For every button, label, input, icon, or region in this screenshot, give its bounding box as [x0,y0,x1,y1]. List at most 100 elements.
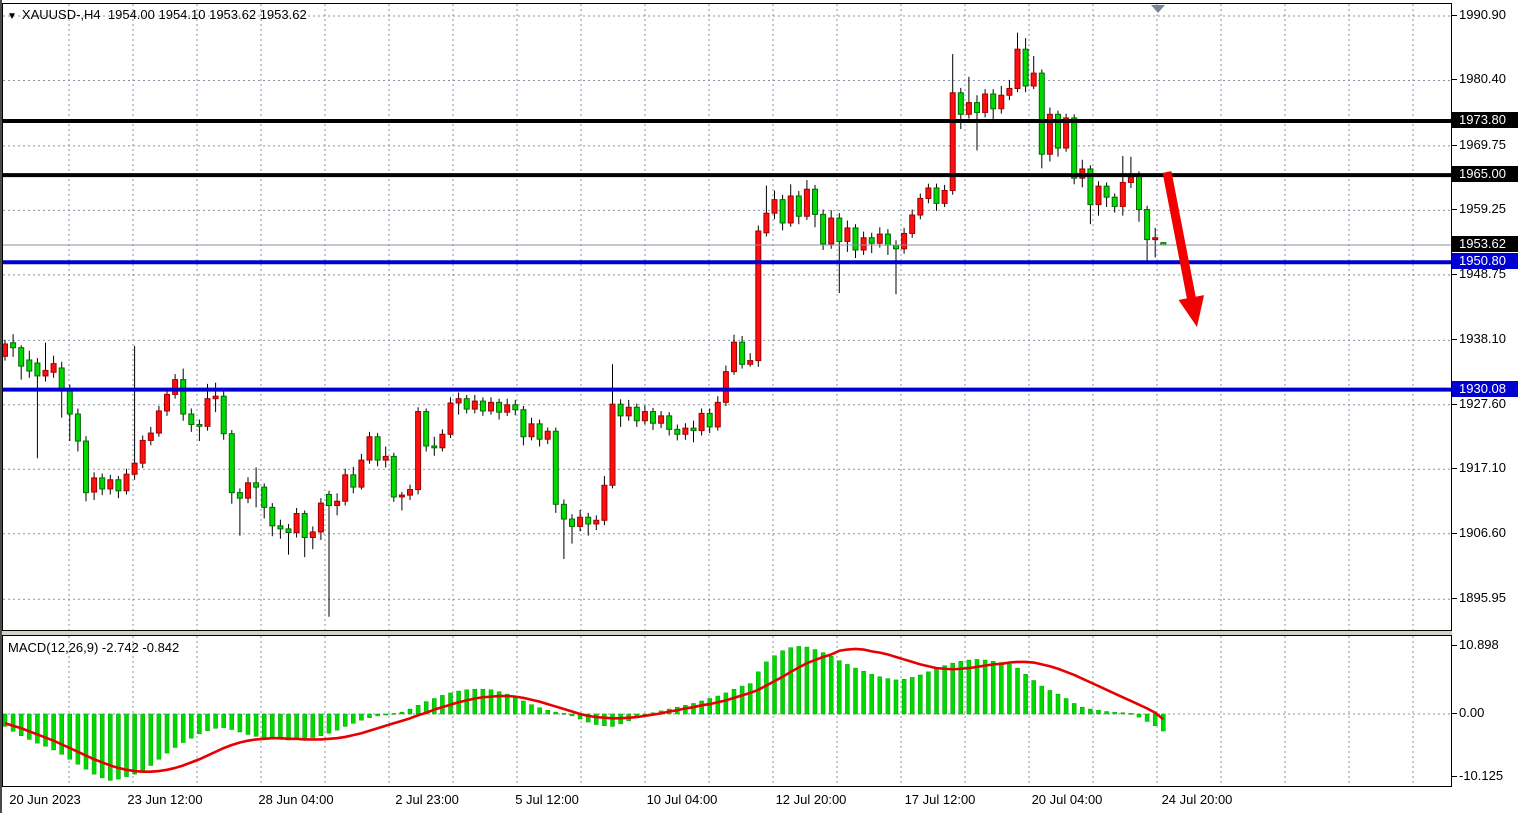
macd-histogram-bar [189,713,194,739]
bear-candle-body [974,102,980,113]
bull-candle-body [917,197,924,216]
bear-candle-body [512,404,519,411]
bull-candle-body [698,412,705,432]
bear-candle-body [1103,185,1110,198]
macd-histogram-bar [407,708,413,715]
bull-candle-body [528,423,535,438]
macd-histogram-bar [67,713,73,760]
axis-tick-mark [1452,775,1457,777]
bear-candle-body [617,403,624,417]
bear-candle-body [374,436,381,461]
macd-histogram-bar [1039,685,1045,715]
macd-histogram-bar [1112,711,1117,715]
macd-histogram-bar [342,713,348,727]
bull-candle-body [763,212,770,234]
macd-histogram-bar [432,698,437,715]
price-tick-label: 1990.90 [1459,7,1506,22]
macd-histogram-bar [1080,706,1085,715]
bull-candle-body [91,477,98,493]
time-tick-label: 17 Jul 12:00 [904,792,976,807]
bull-candle-body [755,230,762,362]
bull-candle-body [1006,87,1013,96]
time-tick-label: 23 Jun 12:00 [127,792,203,807]
candlestick-chart[interactable] [3,4,1451,630]
bear-candle-body [1111,196,1118,207]
bear-candle-body [10,342,17,349]
macd-histogram-bar [245,713,251,735]
macd-chart[interactable] [3,636,1451,786]
price-tick-label: 1927.60 [1459,395,1506,411]
price-tick-label: 1917.10 [1459,460,1506,476]
macd-histogram-bar [43,713,48,747]
macd-histogram-bar [820,652,826,715]
bear-candle-body [1022,48,1029,87]
macd-histogram-bar [440,695,445,715]
bull-candle-body [415,411,422,491]
macd-histogram-bar [351,713,356,724]
bull-candle-body [1127,175,1134,183]
chart-shift-marker-icon[interactable] [1151,5,1165,13]
bear-candle-body [585,516,592,525]
bull-candle-body [925,187,932,199]
price-chart-pane[interactable] [2,3,1452,631]
macd-histogram-bar [1161,713,1166,732]
macd-histogram-bar [707,698,712,715]
axis-tick-mark [1452,645,1457,647]
macd-indicator-pane[interactable] [2,635,1452,787]
axis-tick-mark [1452,79,1457,81]
macd-histogram-bar [918,674,923,715]
bear-candle-body [812,188,818,215]
macd-histogram-bar [585,713,591,723]
bear-candle-body [431,445,438,449]
bull-candle-body [609,403,616,486]
price-tick-label: 1906.60 [1459,524,1506,540]
bear-candle-body [236,492,243,499]
bear-candle-body [18,347,25,367]
bear-candle-body [536,423,543,440]
bear-candle-body [933,187,940,204]
macd-histogram-bar [3,713,8,727]
bear-candle-body [836,217,843,242]
price-tick-label: 1948.75 [1459,265,1506,281]
bull-candle-body [860,237,867,251]
bear-candle-body [1087,168,1094,206]
macd-histogram-bar [270,713,275,740]
macd-histogram-bar [853,667,858,715]
bear-candle-body [253,482,260,488]
macd-histogram-bar [164,713,170,754]
bear-candle-body [650,411,656,424]
macd-histogram-bar [229,713,235,730]
bear-candle-body [633,406,640,422]
bull-candle-body [1152,237,1159,241]
bull-candle-body [147,432,154,441]
current-price-badge: 1953.62 [1452,235,1518,252]
macd-histogram-bar [812,649,818,715]
axis-tick-mark [1452,209,1457,211]
macd-histogram-bar [804,646,810,715]
macd-histogram-bar [213,713,218,729]
bull-candle-body [998,94,1005,110]
bear-candle-body [674,428,681,435]
macd-histogram-bar [942,665,947,715]
macd-histogram-bar [1144,713,1150,722]
bull-candle-body [42,369,49,377]
macd-histogram-bar [472,688,478,715]
bull-candle-body [334,500,341,507]
bull-candle-body [965,102,972,115]
pane-separator[interactable] [2,631,1452,635]
macd-histogram-bar [739,685,745,715]
macd-histogram-bar [545,710,550,715]
window-left-border [0,0,2,813]
bear-candle-body [795,195,802,217]
macd-tick-label: 0.00 [1459,705,1485,720]
macd-histogram-bar [294,713,299,740]
macd-histogram-bar [35,713,40,744]
macd-histogram-bar [1096,710,1101,715]
macd-histogram-bar [253,713,259,737]
symbol-dropdown-icon[interactable]: ▼ [7,11,17,22]
bull-candle-body [398,494,405,498]
macd-histogram-bar [197,713,202,735]
bear-candle-body [868,237,875,244]
bear-candle-body [99,477,106,490]
